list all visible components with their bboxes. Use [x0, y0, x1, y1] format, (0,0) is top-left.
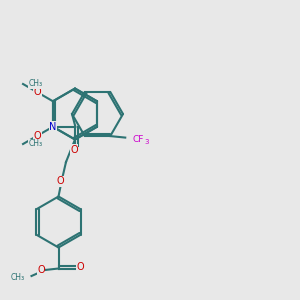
- Text: 3: 3: [144, 139, 149, 145]
- Text: CH₃: CH₃: [28, 80, 43, 88]
- Text: O: O: [34, 87, 41, 97]
- Text: CH₃: CH₃: [11, 273, 25, 282]
- Text: O: O: [37, 265, 45, 275]
- Text: O: O: [76, 262, 84, 272]
- Text: CF: CF: [133, 135, 144, 144]
- Text: O: O: [56, 176, 64, 187]
- Text: N: N: [49, 122, 57, 132]
- Text: O: O: [34, 131, 41, 141]
- Text: O: O: [70, 145, 78, 155]
- Text: CH₃: CH₃: [28, 140, 43, 148]
